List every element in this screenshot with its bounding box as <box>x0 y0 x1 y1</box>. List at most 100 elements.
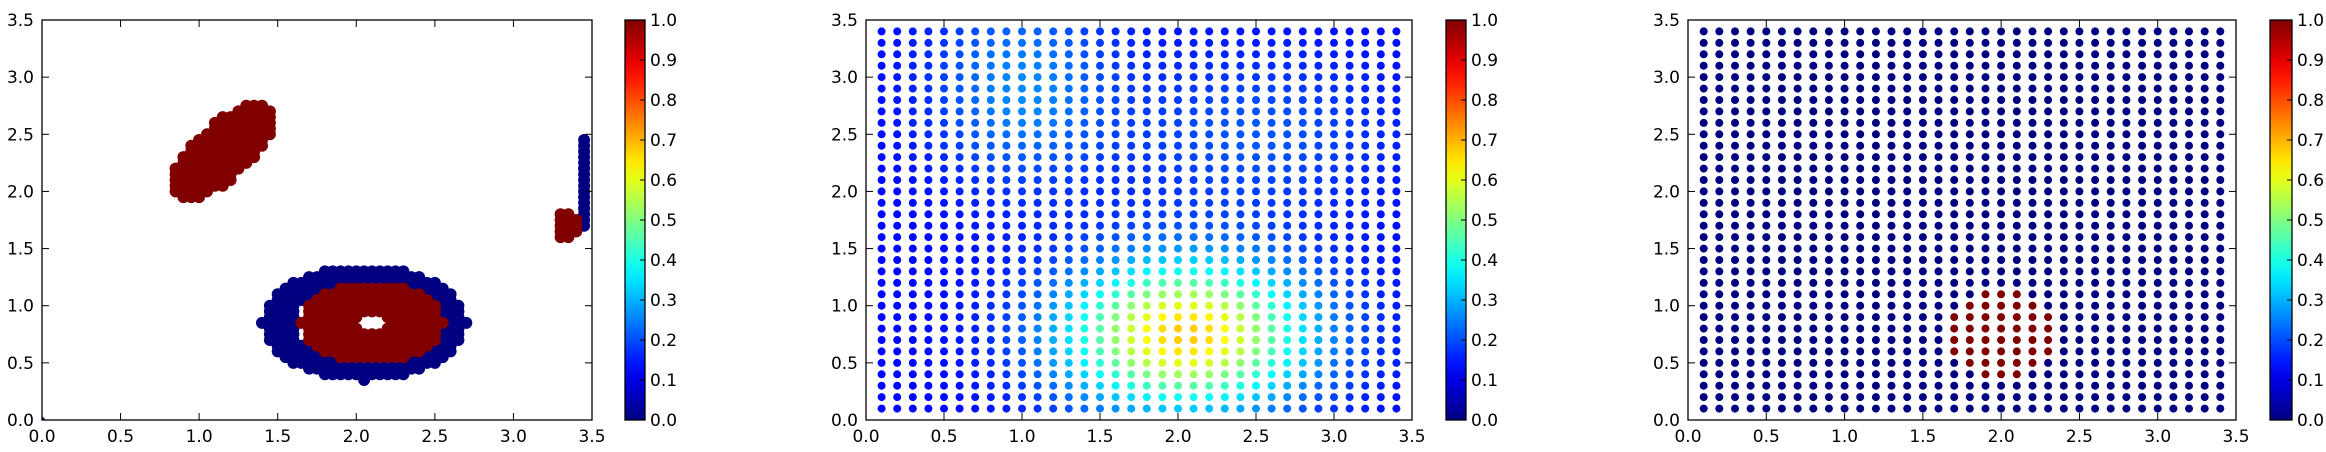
scatter-point <box>893 50 902 59</box>
scatter-point <box>1731 198 1739 207</box>
scatter-point <box>2012 50 2021 59</box>
scatter-point <box>1033 118 1042 127</box>
scatter-point <box>1283 256 1292 264</box>
scatter-point <box>1887 404 1896 413</box>
scatter-point <box>1189 358 1198 367</box>
scatter-point <box>2044 393 2053 402</box>
scatter-point <box>1298 256 1307 264</box>
scatter-point <box>1158 267 1167 276</box>
scatter-point <box>1887 381 1896 390</box>
scatter-point <box>1934 381 1943 390</box>
scatter-point <box>2153 381 2162 390</box>
scatter-point <box>2138 324 2147 333</box>
scatter-point <box>1809 153 1818 162</box>
scatter-point <box>1314 61 1323 70</box>
scatter-point <box>1809 96 1818 104</box>
scatter-point <box>2185 233 2193 242</box>
scatter-point <box>1715 96 1724 104</box>
scatter-point <box>1887 141 1896 150</box>
scatter-point <box>2122 393 2131 402</box>
scatter-point <box>1330 347 1338 356</box>
scatter-point <box>2138 301 2147 310</box>
scatter-point <box>2044 324 2053 333</box>
scatter-point <box>1018 313 1026 322</box>
scatter-point <box>1064 244 1073 253</box>
scatter-point <box>2075 198 2084 207</box>
scatter-point <box>1236 198 1245 207</box>
scatter-point <box>1018 370 1026 379</box>
scatter-point <box>1002 38 1011 47</box>
scatter-point <box>2091 210 2100 219</box>
scatter-point <box>1049 107 1058 116</box>
scatter-point <box>1096 61 1104 70</box>
scatter-point <box>1392 313 1401 322</box>
scatter-point <box>1871 38 1880 47</box>
scatter-point <box>955 187 964 196</box>
scatter-point <box>1267 38 1276 47</box>
scatter-point <box>908 61 917 70</box>
scatter-point <box>2216 141 2225 150</box>
scatter-point <box>1934 221 1943 230</box>
scatter-point <box>1080 313 1089 322</box>
scatter-point <box>1174 27 1182 36</box>
scatter-point <box>2185 164 2193 173</box>
scatter-point <box>1111 198 1120 207</box>
colorbar-tick-label: 0.9 <box>1471 51 1498 71</box>
scatter-point <box>924 84 933 93</box>
scatter-point <box>1950 301 1959 310</box>
scatter-point <box>924 107 933 116</box>
scatter-point <box>955 73 964 82</box>
scatter-point <box>908 130 917 139</box>
scatter-point <box>955 336 964 344</box>
scatter-point <box>1871 73 1880 82</box>
scatter-point <box>1376 290 1385 299</box>
scatter-point <box>1376 187 1385 196</box>
scatter-point <box>1018 404 1026 413</box>
scatter-point <box>2044 256 2053 264</box>
scatter-point <box>1934 96 1943 104</box>
scatter-point <box>1064 107 1073 116</box>
scatter-point <box>1111 176 1120 184</box>
scatter-point <box>2091 176 2100 184</box>
scatter-point <box>2122 153 2131 162</box>
scatter-point <box>1777 267 1786 276</box>
scatter-point <box>1981 336 1990 344</box>
scatter-point <box>2153 347 2162 356</box>
scatter-point <box>1142 84 1151 93</box>
scatter-point <box>1715 153 1724 162</box>
scatter-point <box>1746 301 1755 310</box>
scatter-point <box>1049 358 1058 367</box>
scatter-point <box>1314 210 1323 219</box>
scatter-point <box>2075 130 2084 139</box>
scatter-point <box>1330 27 1338 36</box>
scatter-point <box>1220 347 1229 356</box>
scatter-point <box>1871 290 1880 299</box>
scatter-point <box>1871 336 1880 344</box>
scatter-point <box>2138 141 2147 150</box>
scatter-point <box>893 27 902 36</box>
colorbar-tick-label: 0.1 <box>2297 371 2324 391</box>
scatter-point <box>1824 221 1833 230</box>
scatter-point <box>1220 198 1229 207</box>
scatter-point <box>1033 96 1042 104</box>
scatter-point <box>1174 198 1182 207</box>
scatter-point <box>1142 404 1151 413</box>
x-tick-label: 1.0 <box>1008 427 1035 447</box>
scatter-point <box>1950 221 1959 230</box>
scatter-point <box>1049 198 1058 207</box>
scatter-point <box>1376 244 1385 253</box>
scatter-point <box>1392 324 1401 333</box>
scatter-point <box>955 278 964 287</box>
scatter-point <box>1298 50 1307 59</box>
scatter-point <box>1361 176 1370 184</box>
y-tick-label: 1.0 <box>7 297 34 317</box>
scatter-point <box>955 290 964 299</box>
scatter-point <box>1762 164 1771 173</box>
scatter-point <box>1965 84 1974 93</box>
scatter-point <box>2075 84 2084 93</box>
scatter-point <box>1840 118 1849 127</box>
scatter-point <box>1824 198 1833 207</box>
scatter-point <box>1997 404 2006 413</box>
scatter-point <box>1018 27 1026 36</box>
scatter-point <box>2012 267 2021 276</box>
